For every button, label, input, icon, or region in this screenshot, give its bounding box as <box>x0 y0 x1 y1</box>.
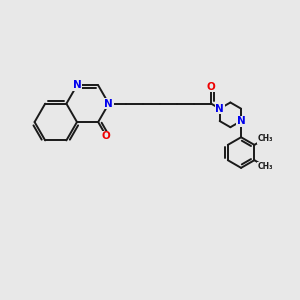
Text: CH₃: CH₃ <box>257 134 273 143</box>
Text: N: N <box>73 80 81 90</box>
Text: N: N <box>215 104 224 114</box>
Text: CH₃: CH₃ <box>257 162 273 171</box>
Text: N: N <box>237 116 245 126</box>
Text: N: N <box>104 99 113 109</box>
Text: O: O <box>207 82 216 92</box>
Text: O: O <box>102 131 111 141</box>
